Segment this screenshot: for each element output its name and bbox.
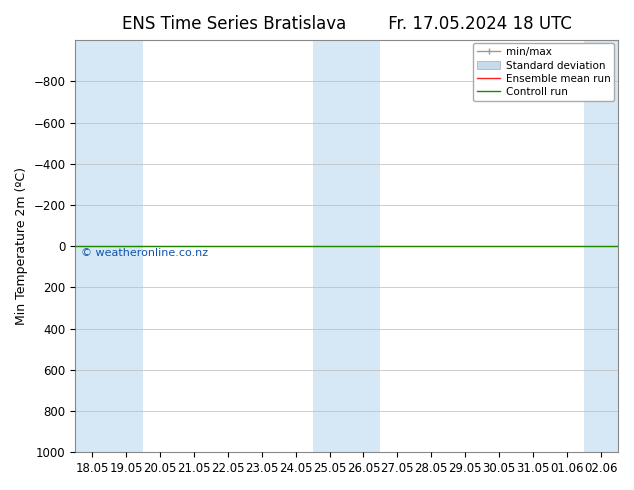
Text: © weatheronline.co.nz: © weatheronline.co.nz (81, 248, 208, 258)
Legend: min/max, Standard deviation, Ensemble mean run, Controll run: min/max, Standard deviation, Ensemble me… (473, 43, 614, 101)
Bar (109, 40, 143, 452)
Bar (75, 40, 109, 452)
Title: ENS Time Series Bratislava        Fr. 17.05.2024 18 UTC: ENS Time Series Bratislava Fr. 17.05.202… (122, 15, 571, 33)
Bar (347, 40, 380, 452)
Y-axis label: Min Temperature 2m (ºC): Min Temperature 2m (ºC) (15, 167, 28, 325)
Bar (584, 40, 618, 452)
Bar (313, 40, 347, 452)
